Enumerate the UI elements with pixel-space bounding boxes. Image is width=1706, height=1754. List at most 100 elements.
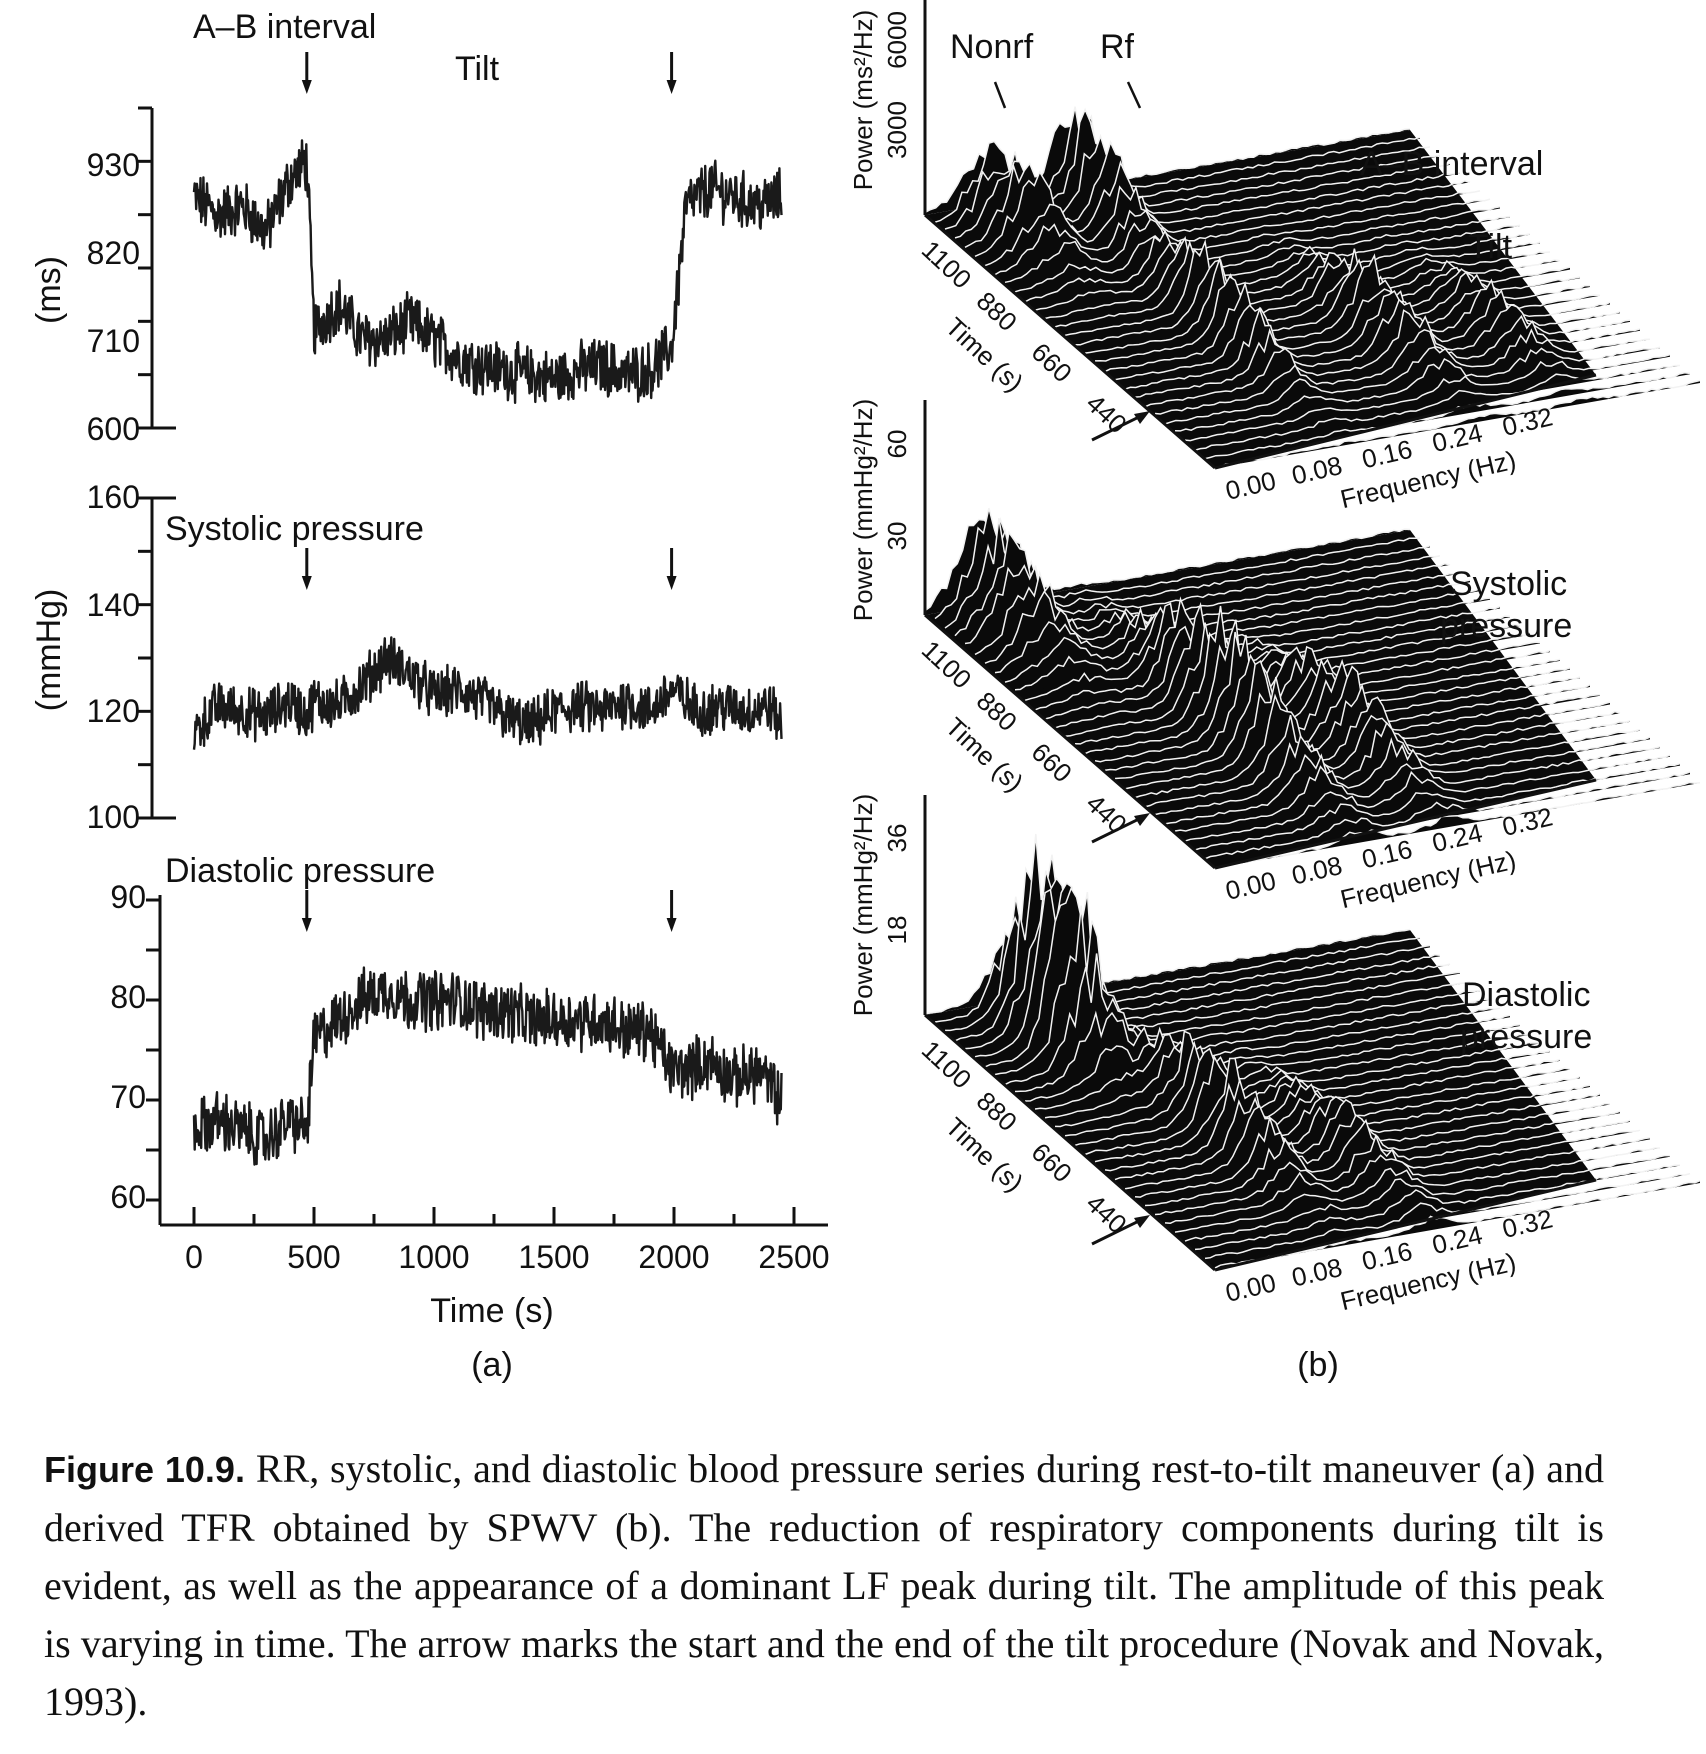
tfr-ridge-line [1044,1033,1531,1119]
rr-ytick-label: 710 [87,323,140,359]
systolic-title: Systolic pressure [165,510,424,548]
tfr-ridge-line [994,190,1481,276]
tfr-ridge-fill [1205,372,1690,460]
rr-unit-label: (ms) [30,256,68,324]
tfr-ridge-line [1144,1118,1631,1207]
rr-freq-tick: 0.00 [1223,465,1279,506]
tfr-ridge-line [1134,693,1621,799]
diastolic-time-axis-label: Time (s) [940,1111,1029,1197]
tfr-ridge-fill [1195,365,1680,451]
tfr-ridge-line [1124,278,1611,390]
tilt-arrow-head [666,576,677,590]
tfr-ridge-fill [1195,1165,1680,1251]
xtick-label: 500 [287,1239,340,1275]
tfr-ridge-line [1024,215,1511,303]
systolic-time-tick: 440 [1080,788,1132,840]
systolic-series-line [192,636,783,750]
caption-label: Figure 10.9. [44,1449,245,1490]
tfr-ridge-line [1054,240,1541,328]
mmhg-unit-label: (mmHg) [30,589,68,712]
tfr-ridge-line [1034,1024,1521,1110]
tfr-ridge-line [964,870,1451,1050]
diastolic-freq-tick: 0.32 [1499,1203,1555,1244]
diastolic-power-tick: 18 [882,916,912,945]
tilt-arrow-head [301,576,312,590]
tfr-ridge-line [1134,1110,1621,1198]
tfr-ridge-line [1075,257,1561,346]
tfr-ridge-line [954,833,1441,1042]
systolic-power-label: Power (mmHg²/Hz) [848,399,878,621]
diastolic-tilt-arrow [1091,1216,1146,1246]
tfr-ridge-fill [1145,304,1630,407]
tfr-ridge-line [934,896,1421,1023]
tfr-ridge-line [1114,659,1601,780]
systolic-freq-tick: 0.00 [1223,865,1279,906]
tfr-ridge-fill [965,142,1450,250]
tilt-arrow-head [301,80,312,94]
tfr-ridge-fill [955,136,1440,242]
systolic-ytick-label: 120 [87,693,140,729]
tfr-ridge-line [994,905,1481,1076]
tfr-ridge-fill [1215,1180,1700,1268]
tfr-ridge-line [1024,1014,1511,1102]
tfr-ridge-line [1084,248,1571,354]
diastolic-ytick-label: 60 [110,1179,146,1215]
tfr-ridge-line [984,180,1471,267]
tfr-ridge-line [1154,314,1641,415]
diastolic-ytick-label: 70 [110,1079,146,1115]
systolic-ytick-label: 140 [87,587,140,623]
diastolic-time-tick: 440 [1080,1188,1132,1240]
rr-tfr-title: A–B interval [1360,145,1543,183]
tilt-arrow-head [666,80,677,94]
xtick-label: 2500 [758,1239,829,1275]
systolic-tfr-title: pressure [1440,607,1572,645]
panel-b: Power (ms²/Hz) 3000 6000 Nonrf Rf A–B in… [848,0,1701,1384]
tfr-ridge-line [984,886,1471,1068]
caption-text: RR, systolic, and diastolic blood pressu… [44,1446,1605,1724]
rr-time-axis [924,213,1216,470]
tfr-ridge-fill [1015,206,1500,294]
rr-ytick-label: 600 [87,411,140,447]
rr-power-label: Power (ms²/Hz) [848,10,878,191]
tilt-arrow-head [666,918,677,932]
tfr-ridge-line [1194,364,1681,451]
tfr-ridge-line [1004,953,1491,1086]
tfr-ridge-line [1074,605,1561,745]
systolic-tfr-plot: Power (mmHg²/Hz) 30 60 Systolic pressure… [848,399,1701,914]
diastolic-tfr-title: Diastolic [1462,976,1590,1014]
tilt-arrow-head [301,918,312,932]
tfr-ridge-line [1194,762,1681,851]
rr-power-tick: 6000 [882,11,912,69]
tfr-ridge-line [1204,771,1691,860]
rr-tfr-ridges [924,106,1701,469]
diastolic-freq-tick: 0.00 [1223,1267,1279,1308]
tfr-ridge-fill [1085,248,1570,355]
diastolic-chart: Diastolic pressure 90 80 70 60 0 500 100… [110,852,829,1384]
tfr-ridge-fill [935,106,1420,224]
rr-time-axis-label: Time (s) [940,311,1029,397]
tfr-ridge-fill [985,580,1470,668]
figure-caption: Figure 10.9. RR, systolic, and diastolic… [44,1440,1604,1731]
xtick-label: 2000 [638,1239,709,1275]
rr-tfr-plot: Power (ms²/Hz) 3000 6000 Nonrf Rf A–B in… [848,0,1701,514]
tfr-ridge-line [1184,1154,1670,1242]
diastolic-series-line [192,966,783,1166]
rr-ytick-label: 930 [87,147,140,183]
tfr-ridge-line [974,570,1461,656]
diastolic-tfr-plot: Power (mmHg²/Hz) 18 36 Diastolic pressur… [848,794,1701,1316]
systolic-freq-axis [1214,778,1597,870]
tfr-ridge-line [1004,198,1491,284]
tfr-ridge-line [984,579,1471,664]
tfr-ridge-fill [1215,380,1700,468]
rr-freq-tick: 0.32 [1499,401,1555,442]
systolic-tfr-ridges [924,507,1701,869]
tfr-ridge-line [1044,233,1531,320]
tilt-label: Tilt [455,50,500,88]
diastolic-title: Diastolic pressure [165,852,435,890]
tfr-ridge-line [1204,372,1691,460]
xtick-label: 0 [185,1239,203,1275]
tfr-ridge-line [1184,353,1671,442]
rr-annotation-rf: Rf [1100,28,1135,66]
tfr-ridge-line [1214,379,1701,469]
diastolic-tfr-ridges [924,833,1701,1269]
